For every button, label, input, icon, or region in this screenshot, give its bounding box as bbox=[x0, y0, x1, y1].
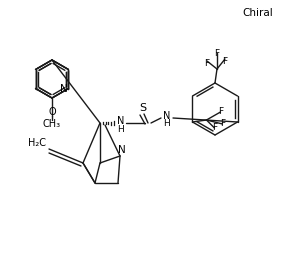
Text: N: N bbox=[117, 116, 125, 126]
Text: N: N bbox=[60, 83, 67, 93]
Text: F: F bbox=[218, 108, 223, 117]
Text: F: F bbox=[214, 49, 220, 57]
Text: F: F bbox=[212, 122, 217, 131]
Text: F: F bbox=[220, 120, 225, 128]
Text: F: F bbox=[222, 56, 228, 66]
Text: N: N bbox=[163, 111, 171, 121]
Text: Chiral: Chiral bbox=[243, 8, 273, 18]
Text: F: F bbox=[204, 59, 210, 67]
Text: N: N bbox=[118, 145, 126, 155]
Text: H₂C: H₂C bbox=[28, 138, 46, 148]
Text: O: O bbox=[48, 107, 56, 117]
Text: CH₃: CH₃ bbox=[43, 119, 61, 129]
Text: S: S bbox=[140, 103, 147, 113]
Text: H: H bbox=[164, 120, 170, 128]
Text: H: H bbox=[118, 124, 124, 134]
